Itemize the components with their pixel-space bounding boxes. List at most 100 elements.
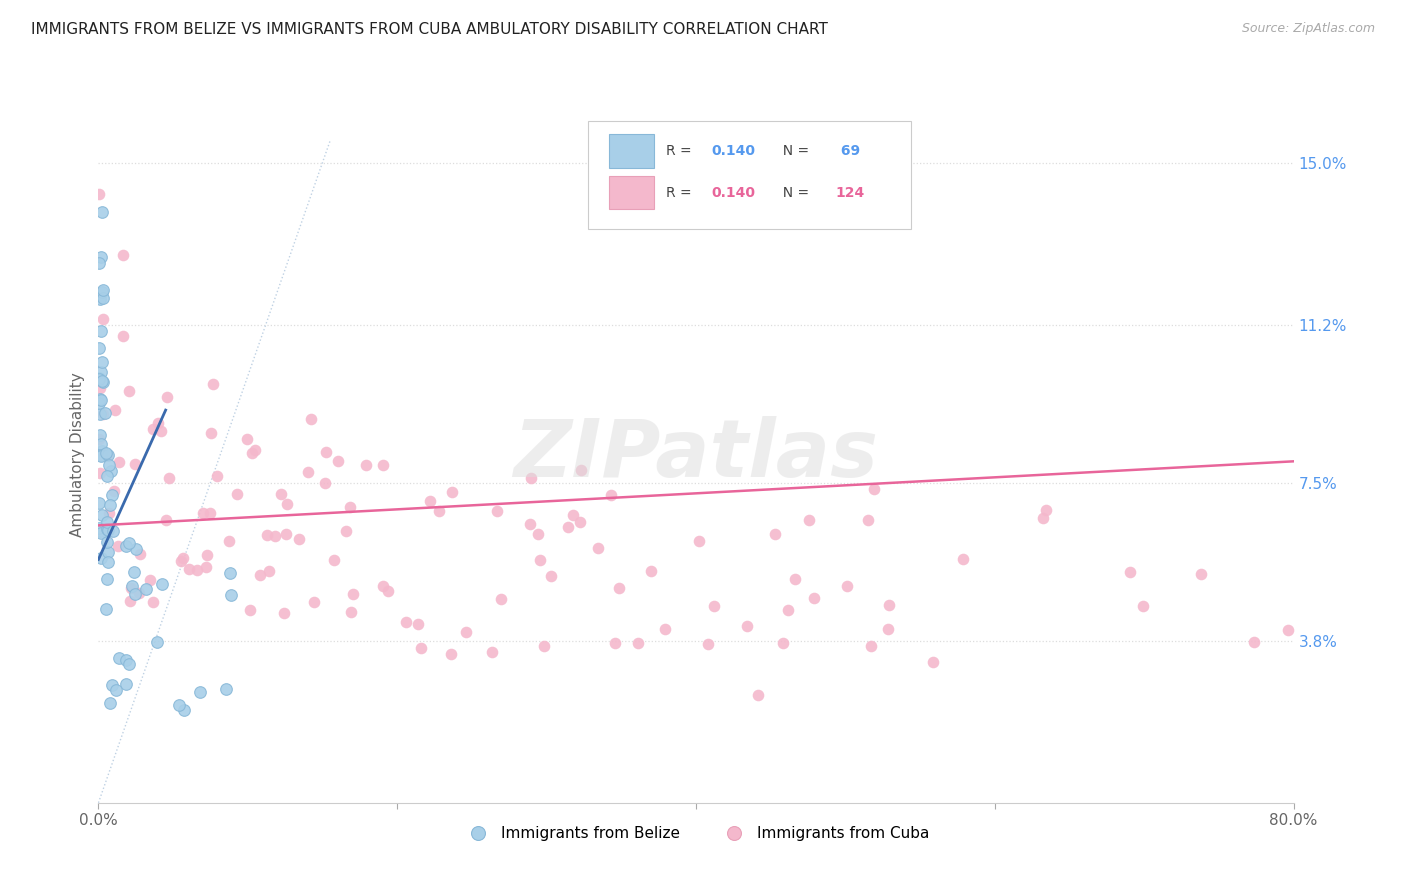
Point (120, 581, 142, 595)
Point (87, 396, 110, 410)
Point (157, 470, 180, 484)
Point (1031, 510, 1053, 524)
Point (91, 285, 114, 299)
Point (104, 402, 127, 417)
Point (858, 512, 880, 526)
Point (342, 587, 364, 601)
Point (139, 573, 162, 587)
Point (562, 508, 585, 522)
Point (155, 514, 177, 528)
Point (1277, 624, 1299, 638)
Point (173, 703, 195, 717)
Point (340, 605, 363, 619)
Point (89, 186, 111, 201)
Point (569, 516, 592, 530)
Point (91, 284, 114, 298)
Point (128, 586, 150, 600)
Point (276, 497, 298, 511)
Text: 69: 69 (835, 144, 860, 158)
Y-axis label: Ambulatory Disability: Ambulatory Disability (70, 373, 86, 537)
Point (186, 563, 208, 577)
Point (191, 506, 214, 520)
Point (124, 457, 146, 471)
Point (302, 594, 325, 608)
Point (142, 421, 165, 435)
Point (89, 381, 111, 395)
Point (87, 255, 110, 269)
Point (188, 685, 211, 699)
Point (96, 522, 118, 536)
Point (519, 516, 541, 531)
Point (91, 311, 114, 326)
Point (172, 550, 194, 565)
Point (194, 559, 217, 574)
Point (235, 433, 257, 447)
Point (772, 636, 794, 650)
Point (456, 625, 478, 640)
Point (315, 445, 337, 459)
Point (198, 506, 221, 520)
Text: 0.140: 0.140 (711, 144, 755, 158)
Point (90, 205, 112, 219)
Text: R =: R = (666, 144, 696, 158)
Point (605, 636, 627, 650)
Point (118, 536, 141, 550)
Point (627, 636, 650, 650)
Point (529, 553, 551, 567)
Text: 124: 124 (835, 186, 865, 200)
Point (799, 512, 821, 526)
Point (89, 466, 111, 480)
Point (90, 250, 112, 264)
Point (221, 588, 243, 602)
Point (87, 432, 110, 446)
Point (94, 406, 117, 420)
Point (97, 448, 120, 462)
Point (118, 384, 141, 398)
Point (122, 566, 145, 580)
Point (406, 616, 429, 631)
Point (299, 411, 322, 425)
Point (96, 515, 118, 529)
Point (377, 584, 399, 599)
Point (270, 486, 292, 500)
Point (640, 564, 662, 578)
Point (90, 448, 112, 462)
Point (259, 565, 281, 579)
Point (89, 372, 111, 386)
Point (703, 599, 725, 614)
Point (735, 618, 758, 632)
Point (89, 428, 111, 442)
Point (118, 657, 141, 671)
Point (863, 483, 886, 497)
Text: N =: N = (773, 186, 813, 200)
Point (877, 599, 900, 613)
Point (90, 551, 112, 566)
Point (356, 458, 378, 472)
Point (135, 582, 157, 596)
Point (688, 533, 710, 548)
Text: N =: N = (773, 144, 813, 158)
Point (103, 484, 125, 499)
Point (1191, 566, 1213, 581)
Point (98, 506, 121, 520)
Point (922, 655, 945, 669)
Legend: Immigrants from Belize, Immigrants from Cuba: Immigrants from Belize, Immigrants from … (457, 820, 935, 847)
Point (91, 355, 114, 369)
Point (98, 696, 121, 710)
Point (586, 541, 609, 556)
Point (297, 465, 319, 479)
Point (239, 602, 262, 616)
Point (481, 645, 503, 659)
Point (90, 450, 112, 464)
Point (1243, 635, 1265, 649)
Point (89, 392, 111, 407)
Bar (609, 134, 654, 168)
Point (101, 678, 124, 692)
Point (242, 445, 264, 459)
Point (201, 377, 224, 392)
Point (952, 552, 974, 566)
Point (696, 637, 718, 651)
Point (776, 603, 799, 617)
Point (835, 579, 858, 593)
Point (654, 622, 676, 636)
